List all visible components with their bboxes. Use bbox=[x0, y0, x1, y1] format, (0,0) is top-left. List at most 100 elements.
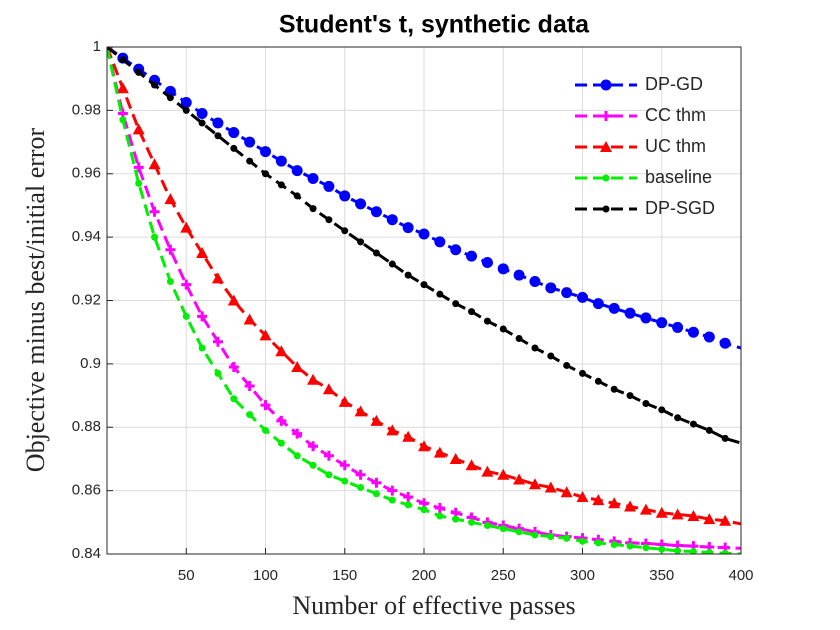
marker bbox=[227, 294, 240, 306]
x-tick-label: 250 bbox=[491, 567, 516, 584]
marker bbox=[214, 369, 222, 377]
marker bbox=[133, 162, 144, 173]
marker bbox=[132, 123, 145, 135]
marker bbox=[592, 298, 604, 310]
marker bbox=[244, 136, 256, 148]
marker bbox=[291, 361, 304, 373]
marker bbox=[499, 525, 507, 533]
marker bbox=[388, 496, 396, 504]
marker bbox=[579, 537, 586, 545]
marker bbox=[119, 56, 127, 64]
marker bbox=[528, 478, 541, 490]
marker bbox=[705, 548, 713, 554]
marker bbox=[276, 415, 287, 426]
marker bbox=[594, 377, 602, 385]
marker bbox=[107, 47, 111, 51]
marker bbox=[529, 275, 541, 287]
marker bbox=[228, 362, 239, 373]
marker bbox=[687, 509, 700, 521]
marker bbox=[497, 263, 509, 275]
y-tick-label: 0.92 bbox=[72, 291, 101, 308]
marker bbox=[656, 317, 668, 329]
marker bbox=[275, 155, 287, 167]
marker bbox=[402, 222, 414, 234]
marker bbox=[357, 238, 365, 246]
marker bbox=[198, 119, 206, 127]
y-tick-label: 1 bbox=[93, 38, 101, 55]
x-tick-label: 400 bbox=[728, 567, 753, 584]
marker bbox=[246, 411, 254, 419]
marker bbox=[386, 424, 399, 436]
marker bbox=[182, 312, 190, 320]
marker bbox=[275, 345, 288, 357]
marker bbox=[468, 308, 476, 316]
x-tick-label: 50 bbox=[178, 567, 195, 584]
x-tick-label: 300 bbox=[570, 567, 595, 584]
marker bbox=[721, 549, 729, 554]
marker bbox=[402, 430, 415, 442]
marker bbox=[449, 452, 462, 464]
marker bbox=[655, 506, 668, 518]
marker bbox=[338, 395, 351, 407]
marker bbox=[610, 385, 618, 393]
marker bbox=[418, 440, 430, 452]
marker bbox=[292, 428, 303, 439]
marker bbox=[322, 383, 335, 395]
marker bbox=[166, 277, 174, 285]
marker bbox=[547, 352, 555, 360]
marker bbox=[277, 439, 285, 447]
marker bbox=[703, 331, 715, 343]
series bbox=[107, 47, 741, 350]
marker bbox=[544, 481, 557, 493]
marker bbox=[165, 244, 176, 255]
marker bbox=[211, 272, 224, 284]
series bbox=[107, 47, 741, 554]
marker bbox=[434, 236, 446, 248]
marker bbox=[262, 170, 269, 178]
marker bbox=[481, 256, 493, 268]
marker bbox=[672, 321, 684, 333]
marker bbox=[434, 503, 445, 514]
marker bbox=[608, 497, 621, 509]
legend-label: DP-SGD bbox=[645, 198, 715, 218]
legend: DP-GD CC thm UC thm baseline DP-SGD bbox=[575, 74, 715, 218]
marker bbox=[563, 534, 571, 542]
marker bbox=[370, 414, 383, 426]
marker bbox=[212, 117, 224, 129]
marker bbox=[420, 281, 428, 289]
marker bbox=[355, 198, 367, 210]
marker bbox=[339, 190, 351, 202]
marker bbox=[610, 540, 618, 548]
x-tick-label: 100 bbox=[253, 567, 278, 584]
marker bbox=[639, 503, 652, 515]
marker bbox=[563, 361, 571, 369]
marker bbox=[325, 216, 333, 224]
marker bbox=[674, 414, 682, 422]
marker bbox=[602, 205, 610, 213]
marker bbox=[601, 111, 611, 121]
marker bbox=[260, 400, 271, 411]
marker bbox=[626, 542, 634, 550]
marker bbox=[576, 490, 589, 502]
marker bbox=[387, 485, 398, 496]
marker bbox=[594, 539, 602, 547]
y-tick-label: 0.88 bbox=[72, 418, 101, 435]
marker bbox=[468, 518, 476, 526]
marker bbox=[483, 521, 491, 529]
marker bbox=[323, 450, 334, 461]
marker bbox=[325, 471, 333, 479]
marker bbox=[499, 325, 507, 333]
marker bbox=[436, 512, 444, 520]
marker bbox=[181, 279, 192, 290]
series bbox=[107, 47, 741, 526]
marker bbox=[372, 490, 380, 498]
marker bbox=[388, 260, 396, 268]
marker bbox=[182, 106, 190, 114]
y-tick-label: 0.84 bbox=[72, 545, 101, 562]
marker bbox=[309, 205, 317, 213]
marker bbox=[531, 531, 539, 539]
marker bbox=[531, 344, 539, 352]
marker bbox=[483, 317, 491, 325]
marker bbox=[721, 434, 729, 442]
